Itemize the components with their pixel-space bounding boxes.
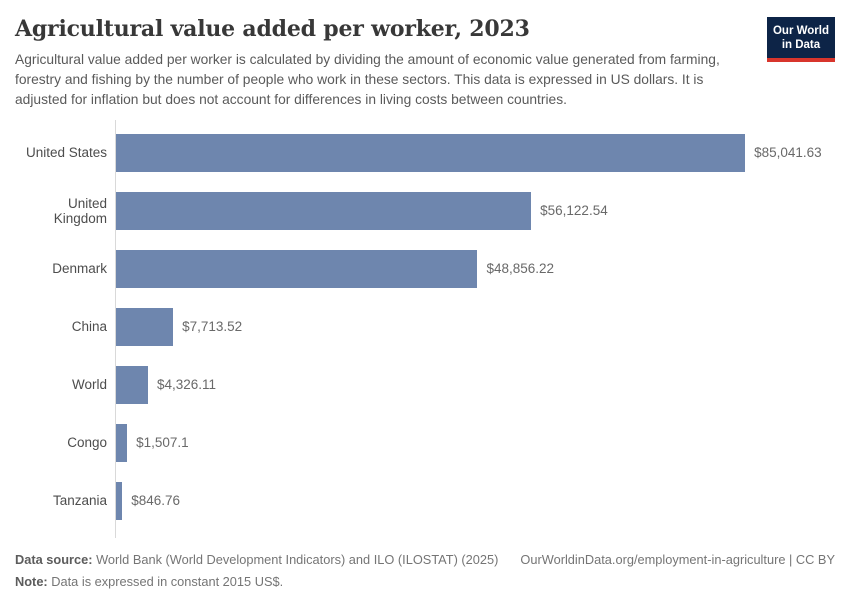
- bar-chart: United States $85,041.63 United Kingdom $56…: [15, 119, 835, 538]
- bar-track: $85,041.63: [116, 133, 835, 172]
- bar-track: $4,326.11: [116, 365, 835, 404]
- entity-label: Denmark: [52, 261, 107, 277]
- owid-logo-line1: Our World: [772, 25, 829, 37]
- data-source: Data source: World Bank (World Developme…: [15, 552, 498, 567]
- bar[interactable]: [116, 481, 123, 520]
- bar[interactable]: [116, 249, 478, 288]
- value-label: $1,507.1: [136, 435, 189, 451]
- note-text: Data is expressed in constant 2015 US$.: [47, 573, 284, 589]
- bar[interactable]: [116, 133, 746, 172]
- data-source-label: Data source:: [15, 551, 93, 567]
- bar[interactable]: [116, 191, 532, 230]
- value-label: $85,041.63: [754, 145, 822, 161]
- chart-row: Tanzania $846.76: [15, 472, 835, 530]
- bar[interactable]: [116, 423, 128, 462]
- page-title: Agricultural value added per worker, 202…: [15, 16, 530, 42]
- value-label: $846.76: [131, 493, 181, 509]
- chart-row: World $4,326.11: [15, 356, 835, 414]
- bar-track: $1,507.1: [116, 423, 835, 462]
- chart-header: Agricultural value added per worker, 202…: [15, 14, 835, 110]
- chart-row: China $7,713.52: [15, 298, 835, 356]
- owid-logo-line2: in Data: [781, 39, 821, 52]
- entity-label: United States: [25, 145, 107, 161]
- data-source-text: World Bank (World Development Indicators…: [92, 551, 499, 567]
- bar[interactable]: [116, 365, 148, 404]
- chart-footer: Data source: World Bank (World Developme…: [15, 552, 835, 589]
- value-label: $48,856.22: [486, 261, 555, 277]
- entity-label: United Kingdom: [53, 195, 107, 226]
- owid-url-link[interactable]: OurWorldinData.org/employment-in-agricul…: [520, 551, 835, 567]
- chart-subtitle: Agricultural value added per worker is c…: [15, 52, 720, 108]
- footer-source-line: Data source: World Bank (World Developme…: [15, 552, 835, 567]
- owid-logo[interactable]: Our World in Data: [766, 17, 835, 62]
- chart-rows: United States $85,041.63 United Kingdom $56…: [15, 124, 835, 530]
- value-label: $4,326.11: [156, 377, 217, 393]
- entity-label: World: [71, 377, 107, 393]
- note: Note: Data is expressed in constant 2015…: [15, 574, 835, 589]
- chart-row: United Kingdom $56,122.54: [15, 182, 835, 240]
- entity-label: China: [71, 319, 107, 335]
- y-axis-line: [115, 119, 116, 538]
- value-label: $56,122.54: [540, 203, 608, 219]
- entity-label: Tanzania: [52, 493, 107, 509]
- bar-track: $48,856.22: [116, 249, 835, 288]
- header-text-block: Agricultural value added per worker, 202…: [15, 14, 727, 110]
- bar-track: $7,713.52: [116, 307, 835, 346]
- bar-track: $56,122.54: [116, 191, 835, 230]
- bar[interactable]: [116, 307, 174, 346]
- chart-row: Denmark $48,856.22: [15, 240, 835, 298]
- chart-row: United States $85,041.63: [15, 124, 835, 182]
- value-label: $7,713.52: [182, 319, 243, 335]
- chart-row: Congo $1,507.1: [15, 414, 835, 472]
- bar-track: $846.76: [116, 481, 835, 520]
- entity-label: Congo: [67, 435, 107, 451]
- note-label: Note:: [15, 573, 48, 589]
